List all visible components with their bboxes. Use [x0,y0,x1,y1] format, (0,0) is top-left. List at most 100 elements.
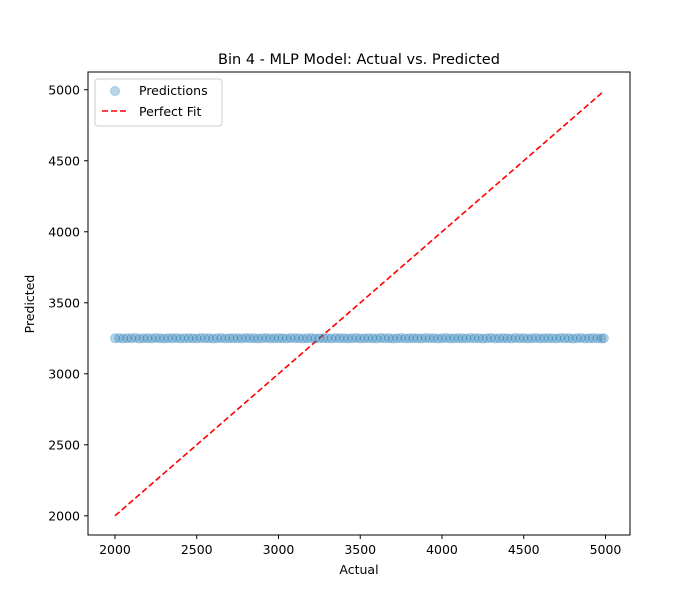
prediction-point [183,333,194,344]
prediction-point [224,333,235,344]
prediction-point [371,333,382,344]
prediction-point [302,333,313,344]
prediction-point [457,333,468,344]
prediction-point [163,333,174,344]
legend-label-perfect-fit: Perfect Fit [139,104,202,119]
prediction-point [469,333,480,344]
prediction-point [428,333,439,344]
prediction-point [130,332,141,343]
y-axis: 2000 2500 3000 3500 4000 4500 5000 [48,82,88,523]
prediction-point [118,333,129,344]
prediction-point [244,333,255,344]
prediction-point [281,333,292,344]
legend: Predictions Perfect Fit [94,78,223,127]
prediction-point [138,333,149,344]
prediction-point [392,333,403,344]
prediction-point [338,333,349,344]
prediction-point [228,333,239,344]
prediction-point [432,333,443,344]
prediction-point [261,333,272,344]
y-tick-label: 5000 [48,82,80,97]
prediction-point [396,333,407,344]
prediction-point [522,333,533,344]
prediction-point [326,333,337,344]
prediction-point [567,333,578,344]
prediction-point [212,333,223,344]
prediction-point [598,333,609,344]
prediction-point [167,333,178,344]
prediction-point [481,333,492,344]
prediction-point [191,333,202,344]
prediction-point [379,333,390,344]
prediction-point [510,333,521,344]
prediction-point [187,333,198,344]
prediction-point [257,333,268,344]
prediction-point [114,333,125,344]
prediction-point [175,333,186,344]
prediction-point [236,333,247,344]
prediction-point [420,333,431,344]
prediction-point [436,333,447,344]
prediction-point [351,333,362,344]
prediction-point [408,333,419,344]
prediction-point [543,333,554,344]
prediction-point [535,333,546,344]
prediction-point [273,333,284,344]
prediction-point [330,333,341,344]
prediction-point [502,333,513,344]
prediction-point [122,333,133,344]
prediction-point [555,333,566,344]
prediction-point [547,333,558,344]
prediction-point [240,333,251,344]
prediction-point [322,333,333,344]
prediction-point [109,333,120,344]
prediction-point [563,333,574,344]
prediction-point [126,333,137,344]
prediction-point [150,333,161,344]
plot-background [88,72,630,535]
prediction-point [342,333,353,344]
prediction-point [232,333,243,344]
legend-label-predictions: Predictions [139,83,208,98]
prediction-point [490,333,501,344]
x-tick-label: 3500 [344,542,376,557]
prediction-point [293,333,304,344]
prediction-point [588,333,599,344]
legend-marker-predictions [110,86,120,96]
prediction-point [159,333,170,344]
chart-title: Bin 4 - MLP Model: Actual vs. Predicted [218,52,500,68]
prediction-point [375,333,386,344]
prediction-point [199,333,210,344]
prediction-point [575,333,586,344]
prediction-point [416,333,427,344]
prediction-point [314,333,325,344]
prediction-point [584,333,595,344]
prediction-point [203,333,214,344]
prediction-point [596,333,607,344]
x-tick-label: 4000 [426,542,458,557]
prediction-point [461,333,472,344]
prediction-point [367,333,378,344]
x-tick-label: 3000 [263,542,295,557]
prediction-point [318,333,329,344]
prediction-point [453,333,464,344]
x-tick-label: 2000 [99,542,131,557]
prediction-point [412,333,423,344]
prediction-point [518,333,529,344]
prediction-point [154,333,165,344]
prediction-point [494,333,505,344]
prediction-point [514,333,525,344]
prediction-point [559,333,570,344]
prediction-point [383,333,394,344]
prediction-point [334,333,345,344]
y-axis-label: Predicted [22,275,37,334]
x-tick-label: 4500 [508,542,540,557]
prediction-point [551,333,562,344]
prediction-point [539,333,550,344]
prediction-point [310,333,321,344]
prediction-point [387,333,398,344]
prediction-point [347,333,358,344]
legend-frame [94,78,223,127]
prediction-point [289,333,300,344]
